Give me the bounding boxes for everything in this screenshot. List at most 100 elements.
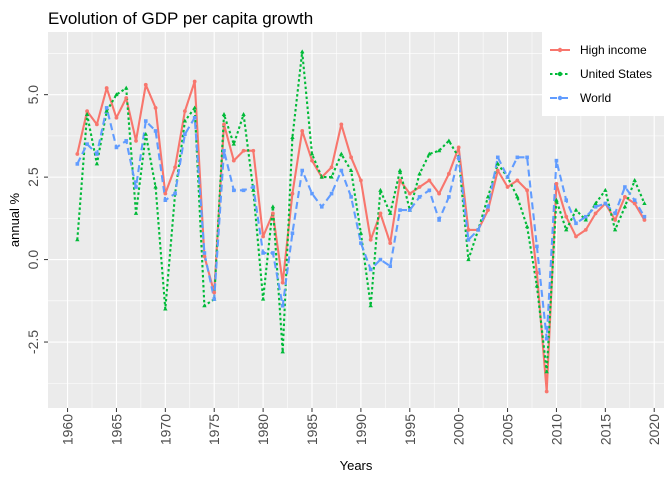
- data-point: [231, 158, 236, 163]
- x-tick-label: 2010: [548, 414, 564, 445]
- x-tick-label: 1985: [304, 414, 320, 445]
- data-point: [182, 118, 188, 123]
- data-point: [388, 264, 393, 268]
- data-point: [524, 224, 530, 229]
- data-point: [251, 148, 256, 153]
- data-point: [378, 257, 383, 262]
- data-point: [574, 221, 578, 226]
- data-point: [417, 171, 422, 176]
- data-point: [329, 174, 334, 179]
- data-point: [153, 184, 158, 189]
- data-point: [495, 155, 500, 160]
- data-point: [75, 152, 80, 156]
- data-point: [280, 303, 285, 308]
- data-point: [271, 251, 275, 255]
- data-point: [525, 188, 530, 193]
- data-point: [564, 214, 569, 219]
- data-point: [241, 188, 246, 193]
- data-point: [114, 92, 119, 97]
- data-point: [192, 105, 197, 110]
- data-point: [525, 155, 529, 160]
- x-tick-label: 1995: [402, 414, 418, 445]
- data-point: [485, 194, 491, 199]
- data-point: [133, 211, 139, 215]
- data-point: [124, 96, 129, 100]
- data-point: [466, 257, 471, 262]
- data-point: [104, 106, 109, 110]
- legend-key-point: [557, 47, 563, 53]
- series-line-2: [76, 106, 646, 340]
- data-point: [407, 208, 412, 212]
- legend-label: High income: [580, 43, 647, 57]
- data-point: [573, 207, 579, 212]
- y-tick-label: 5.0: [25, 85, 41, 105]
- data-point: [505, 185, 510, 189]
- data-point: [593, 205, 598, 209]
- data-point: [534, 270, 539, 275]
- data-point: [622, 204, 628, 209]
- data-point: [222, 122, 226, 127]
- x-axis-title: Years: [340, 458, 373, 473]
- data-point: [417, 185, 422, 189]
- data-point: [251, 185, 256, 189]
- legend-label: World: [580, 91, 611, 105]
- data-point: [309, 151, 315, 156]
- data-point: [436, 148, 442, 153]
- data-point: [202, 251, 207, 255]
- data-point: [202, 303, 207, 308]
- data-point: [270, 211, 275, 216]
- data-point: [368, 237, 373, 242]
- data-point: [368, 303, 373, 308]
- legend-key-point: [557, 71, 563, 77]
- data-point: [143, 82, 148, 87]
- data-point: [632, 198, 637, 203]
- data-point: [446, 138, 452, 143]
- data-point: [495, 161, 500, 166]
- data-point: [221, 112, 227, 116]
- data-point: [427, 188, 432, 193]
- data-point: [192, 79, 197, 84]
- data-point: [348, 168, 354, 173]
- data-point: [612, 227, 618, 232]
- data-point: [212, 297, 217, 301]
- data-point: [94, 161, 100, 166]
- data-point: [632, 201, 637, 206]
- data-point: [300, 168, 305, 173]
- data-point: [505, 175, 510, 179]
- data-point: [358, 230, 364, 235]
- x-tick-label: 2015: [597, 414, 613, 445]
- data-point: [437, 191, 442, 196]
- data-point: [143, 119, 148, 123]
- data-point: [310, 158, 314, 163]
- data-point: [495, 168, 500, 173]
- data-point: [632, 178, 637, 182]
- data-point: [261, 251, 265, 255]
- data-point: [349, 155, 354, 160]
- data-point: [564, 227, 569, 232]
- data-point: [388, 241, 393, 245]
- data-point: [359, 241, 363, 245]
- data-point: [300, 49, 305, 54]
- x-tick-label: 2000: [451, 414, 467, 445]
- chart-title: Evolution of GDP per capita growth: [48, 9, 313, 28]
- data-point: [212, 290, 217, 295]
- data-point: [163, 198, 168, 203]
- data-point: [124, 85, 129, 90]
- data-point: [222, 148, 226, 153]
- legend: High income United States World: [542, 32, 664, 116]
- data-point: [192, 115, 197, 120]
- data-point: [417, 195, 422, 199]
- data-point: [124, 139, 129, 143]
- data-point: [173, 165, 178, 170]
- data-point: [241, 112, 246, 116]
- x-tick-label: 2005: [500, 414, 516, 445]
- data-point: [534, 283, 540, 288]
- data-point: [173, 191, 177, 196]
- data-point: [104, 86, 109, 90]
- data-point: [153, 129, 158, 133]
- legend-key-point: [557, 95, 563, 101]
- data-point: [398, 208, 402, 212]
- data-point: [583, 217, 588, 222]
- data-point: [466, 227, 471, 232]
- data-point: [163, 191, 168, 196]
